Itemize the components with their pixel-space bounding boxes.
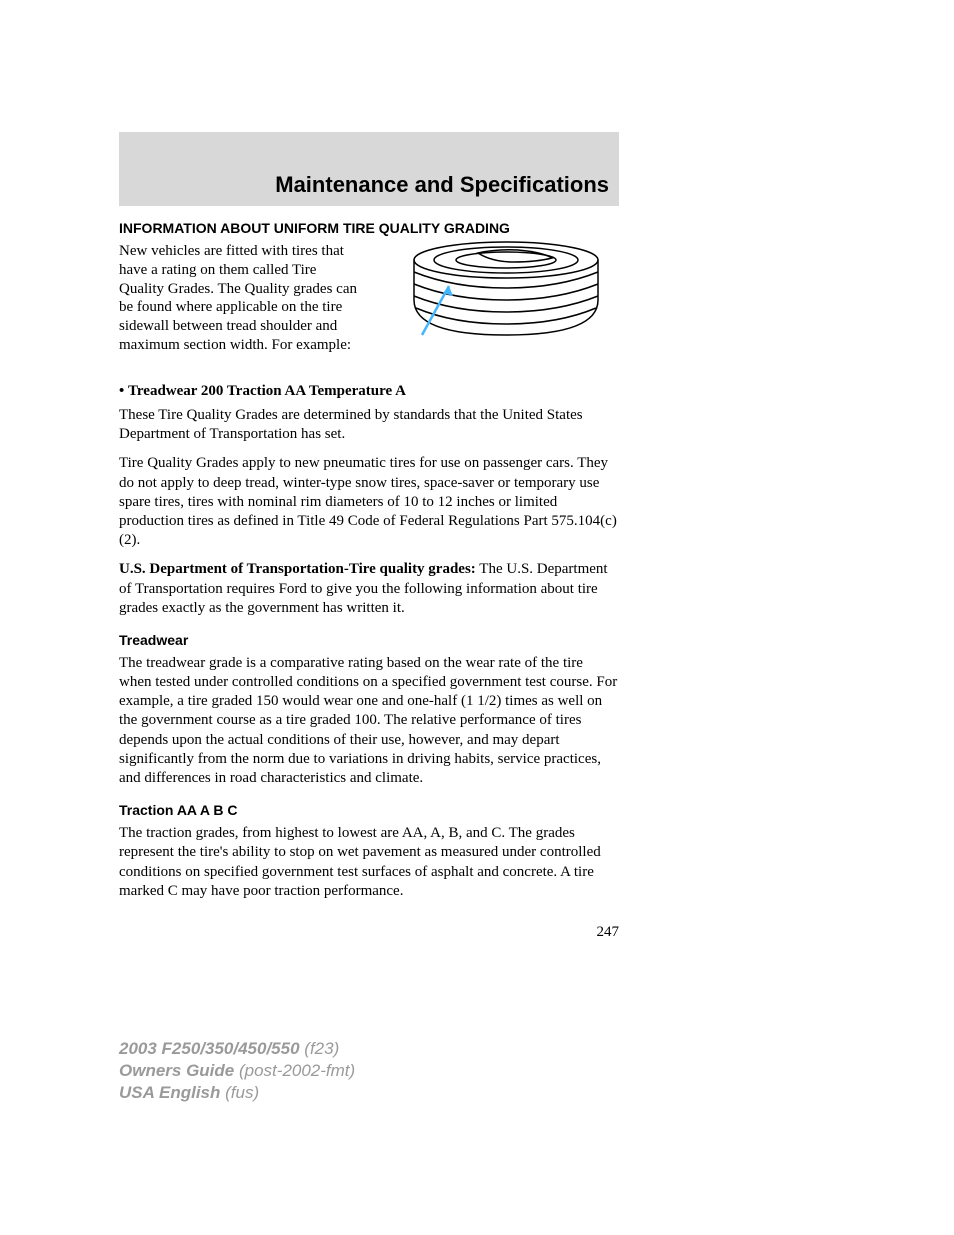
footer-line-1: 2003 F250/350/450/550 (f23) (119, 1038, 355, 1060)
tire-illustration (394, 240, 619, 355)
page-number: 247 (597, 924, 620, 941)
footer-locale: USA English (119, 1083, 220, 1102)
paragraph-3: U.S. Department of Transportation-Tire q… (119, 560, 619, 618)
bullet-item: • Treadwear 200 Traction AA Temperature … (119, 382, 619, 400)
traction-body: The traction grades, from highest to low… (119, 824, 619, 901)
section-heading: INFORMATION ABOUT UNIFORM TIRE QUALITY G… (119, 220, 619, 236)
paragraph-1: These Tire Quality Grades are determined… (119, 406, 619, 444)
page-title: Maintenance and Specifications (275, 172, 609, 198)
footer-code-2: (post-2002-fmt) (239, 1061, 355, 1080)
treadwear-body: The treadwear grade is a comparative rat… (119, 654, 619, 788)
intro-with-illustration: New vehicles are fitted with tires that … (119, 242, 619, 372)
footer-code-1: (f23) (304, 1039, 339, 1058)
bullet-label: Treadwear 200 Traction AA Temperature A (128, 383, 406, 399)
footer: 2003 F250/350/450/550 (f23) Owners Guide… (119, 1038, 355, 1104)
footer-line-2: Owners Guide (post-2002-fmt) (119, 1060, 355, 1082)
paragraph-2: Tire Quality Grades apply to new pneumat… (119, 454, 619, 550)
footer-model: 2003 F250/350/450/550 (119, 1039, 300, 1058)
bullet-marker: • (119, 382, 124, 399)
footer-code-3: (fus) (225, 1083, 259, 1102)
traction-heading: Traction AA A B C (119, 802, 619, 818)
content-area: INFORMATION ABOUT UNIFORM TIRE QUALITY G… (119, 220, 619, 911)
page-header: Maintenance and Specifications (119, 132, 619, 206)
footer-line-3: USA English (fus) (119, 1082, 355, 1104)
paragraph-3-bold: U.S. Department of Transportation-Tire q… (119, 561, 476, 577)
treadwear-heading: Treadwear (119, 632, 619, 648)
footer-guide: Owners Guide (119, 1061, 234, 1080)
intro-paragraph: New vehicles are fitted with tires that … (119, 242, 364, 355)
